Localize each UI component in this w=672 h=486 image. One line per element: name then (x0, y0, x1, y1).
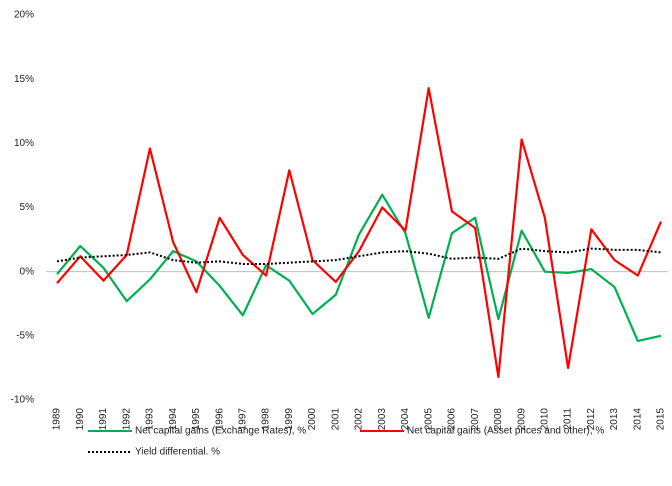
x-tick-label: 2008 (493, 408, 504, 431)
x-tick-label: 2003 (377, 408, 388, 431)
x-tick-label: 2004 (400, 408, 411, 431)
x-tick-label: 1989 (52, 408, 63, 431)
legend-label: Yield differential. % (135, 447, 220, 458)
x-tick-label: 1992 (121, 408, 132, 431)
x-tick-label: 1991 (98, 408, 109, 431)
x-tick-label: 2009 (516, 408, 527, 431)
x-tick-label: 1995 (191, 408, 202, 431)
y-tick-label: -10% (11, 395, 34, 406)
series-line (56, 193, 662, 343)
x-tick-label: 1990 (75, 408, 86, 431)
x-tick-label: 1996 (214, 408, 225, 431)
x-tick-label: 2010 (539, 408, 550, 431)
x-tick-label: 2000 (307, 408, 318, 431)
x-tick-label: 1999 (284, 408, 295, 431)
x-tick-label: 2011 (563, 408, 574, 430)
legend-label: Net capital gains (Exchange Rates), % (135, 426, 306, 437)
x-tick-label: 1993 (145, 408, 156, 431)
x-tick-label: 2002 (354, 408, 365, 431)
x-tick-label: 2006 (447, 408, 458, 431)
y-tick-label: 15% (14, 74, 34, 85)
y-tick-label: 10% (14, 138, 34, 149)
y-tick-label: 5% (20, 202, 35, 213)
x-tick-label: 1997 (237, 408, 248, 431)
x-tick-label: 2013 (609, 408, 620, 431)
x-tick-label: 2007 (470, 408, 481, 431)
x-tick-label: 2014 (632, 408, 643, 431)
y-tick-label: -5% (16, 330, 34, 341)
series-line (56, 87, 663, 378)
x-tick-label: 1998 (261, 408, 272, 431)
x-tick-label: 1994 (168, 408, 179, 431)
y-tick-label: 20% (14, 10, 34, 21)
y-tick-label: 0% (20, 266, 35, 277)
x-tick-label: 2005 (423, 408, 434, 431)
x-tick-label: 2015 (656, 408, 667, 431)
x-tick-label: 2012 (586, 408, 597, 431)
series-line (56, 247, 662, 265)
legend-label: Net capital gains (Asset prices and othe… (407, 426, 604, 437)
x-tick-label: 2001 (330, 408, 341, 431)
